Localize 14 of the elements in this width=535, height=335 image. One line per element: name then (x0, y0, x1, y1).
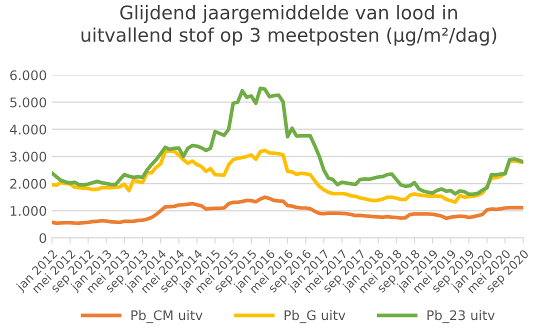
line-series (52, 148, 524, 204)
y-tick-label: 5.000 (10, 97, 46, 108)
y-tick-label: 6.000 (10, 70, 46, 80)
y-tick-label: 1.000 (10, 206, 46, 216)
y-tick-label: 2.000 (10, 178, 46, 189)
line-series (52, 86, 524, 196)
line-series (52, 195, 524, 225)
chart-title: Glijdend jaargemiddelde van lood in uitvallend stof op 3 meetposten (µg/m²/dag) (82, 5, 496, 46)
y-tick-label: 4.000 (10, 124, 46, 135)
legend-label: Pb_23 uitv (428, 310, 495, 324)
legend-label: Pb_CM uitv (131, 310, 202, 324)
y-tick-label: 3.000 (10, 152, 46, 162)
y-tick-label: 0 (40, 233, 46, 244)
legend-label: Pb_G uitv (284, 310, 346, 324)
